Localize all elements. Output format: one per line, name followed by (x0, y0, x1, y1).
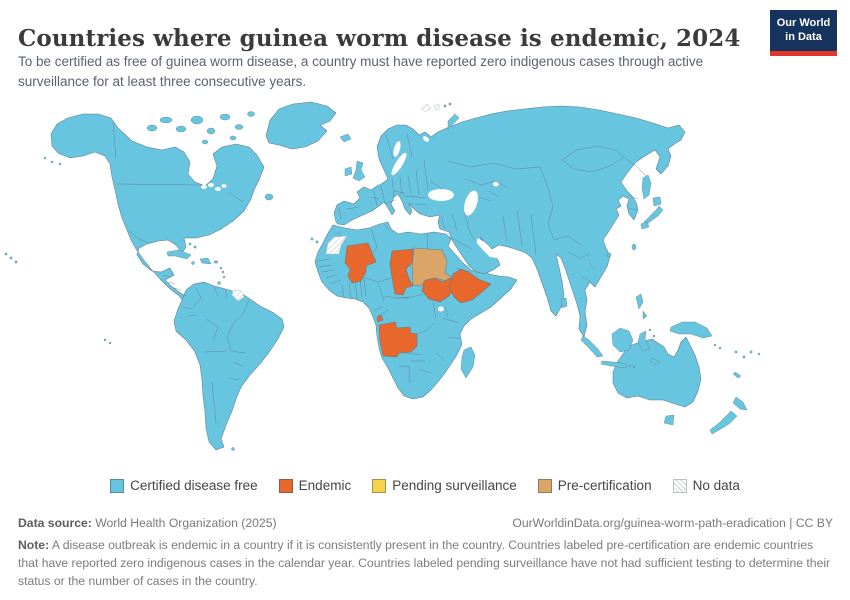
island-mindanao (642, 310, 648, 320)
map-legend: Certified disease free Endemic Pending s… (0, 478, 850, 493)
legend-swatch-endemic (278, 478, 293, 493)
island-ireland (344, 166, 353, 177)
lake-victoria (438, 306, 444, 312)
region-svalbard (420, 103, 441, 113)
data-source-label: Data source: (18, 516, 92, 530)
island-luzon (635, 293, 644, 310)
country-borders-asia (440, 145, 647, 282)
canonical-link[interactable]: OurWorldinData.org/guinea-worm-path-erad… (512, 516, 833, 530)
owid-logo[interactable]: Our World in Data (770, 10, 837, 56)
country-ethiopia[interactable] (448, 268, 492, 304)
great-lake (215, 187, 221, 191)
island-hispaniola (199, 257, 212, 265)
canadian-arctic-islands (146, 111, 274, 201)
owid-logo-line1: Our World (776, 16, 831, 29)
aral-sea (493, 181, 499, 187)
legend-swatch-certified (110, 478, 125, 493)
island-java (600, 360, 628, 369)
country-sudan[interactable] (411, 247, 453, 287)
legend-item-endemic[interactable]: Endemic (278, 478, 352, 493)
island-new-guinea (669, 321, 713, 339)
island-madagascar (460, 346, 476, 379)
island-sri-lanka (560, 297, 568, 309)
country-chad[interactable] (389, 248, 414, 296)
great-lake (201, 185, 207, 189)
page-subtitle: To be certified as free of guinea worm d… (18, 54, 704, 90)
great-lake (221, 184, 227, 188)
black-sea (428, 189, 454, 201)
legend-item-precert[interactable]: Pre-certification (537, 478, 652, 493)
legend-label: Certified disease free (130, 478, 258, 493)
data-source: Data source: World Health Organization (… (18, 516, 277, 530)
island-great-britain (352, 160, 366, 182)
landmass-south-america[interactable] (173, 281, 285, 451)
country-western-sahara[interactable] (325, 235, 348, 255)
country-borders-europe (338, 132, 444, 220)
note-text: A disease outbreak is endemic in a count… (18, 538, 831, 589)
chart-note: Note: A disease outbreak is endemic in a… (18, 536, 833, 590)
landmass-australia[interactable] (612, 336, 702, 408)
landmass-north-america[interactable] (50, 113, 265, 305)
owid-logo-line2: in Data (785, 30, 822, 43)
country-mali[interactable] (344, 242, 377, 284)
island-hokkaido (652, 196, 662, 207)
islands (4, 102, 761, 451)
landmass-eurasia[interactable] (333, 105, 686, 338)
island-sulawesi (637, 330, 651, 352)
legend-swatch-pending (372, 478, 387, 493)
island-hainan (606, 252, 612, 258)
legend-swatch-precert (537, 478, 552, 493)
island-borneo (611, 327, 634, 353)
country-angola-cabinda[interactable] (376, 314, 384, 323)
legend-label: Pre-certification (557, 478, 652, 493)
island-nz-north (732, 396, 748, 411)
country-borders-americas (112, 121, 250, 425)
island-kyushu (640, 221, 650, 230)
note-label: Note: (18, 538, 50, 552)
island-timor (649, 357, 661, 366)
legend-label: Endemic (298, 478, 352, 493)
data-source-value: World Health Organization (2025) (91, 516, 277, 530)
landmass-greenland[interactable] (265, 101, 337, 150)
persian-gulf (476, 238, 497, 258)
gulf-of-bothnia (393, 141, 401, 157)
legend-label: Pending surveillance (392, 478, 517, 493)
island-new-caledonia (732, 371, 742, 379)
legend-item-certified[interactable]: Certified disease free (110, 478, 258, 493)
white-sea (422, 136, 430, 142)
island-novaya-zemlya (447, 113, 460, 130)
legend-label: No data (692, 478, 740, 493)
country-angola[interactable] (378, 321, 418, 358)
island-cuba (166, 249, 192, 260)
island-taiwan (631, 243, 637, 251)
island-tasmania (663, 414, 675, 426)
region-french-guiana[interactable] (231, 289, 245, 302)
page-title: Countries where guinea worm disease is e… (18, 25, 741, 53)
seas (201, 136, 499, 312)
legend-item-pending[interactable]: Pending surveillance (372, 478, 517, 493)
island-sumatra (580, 335, 604, 358)
island-sakhalin (641, 174, 652, 200)
legend-swatch-nodata (672, 478, 687, 493)
chart-footer: Data source: World Health Organization (… (18, 516, 833, 590)
caspian-sea (464, 190, 478, 216)
legend-item-nodata[interactable]: No data (672, 478, 740, 493)
world-map[interactable] (0, 95, 850, 475)
island-iceland (339, 133, 352, 143)
baltic-sea (391, 152, 407, 176)
great-lake (208, 183, 214, 187)
island-nz-south (709, 410, 738, 435)
